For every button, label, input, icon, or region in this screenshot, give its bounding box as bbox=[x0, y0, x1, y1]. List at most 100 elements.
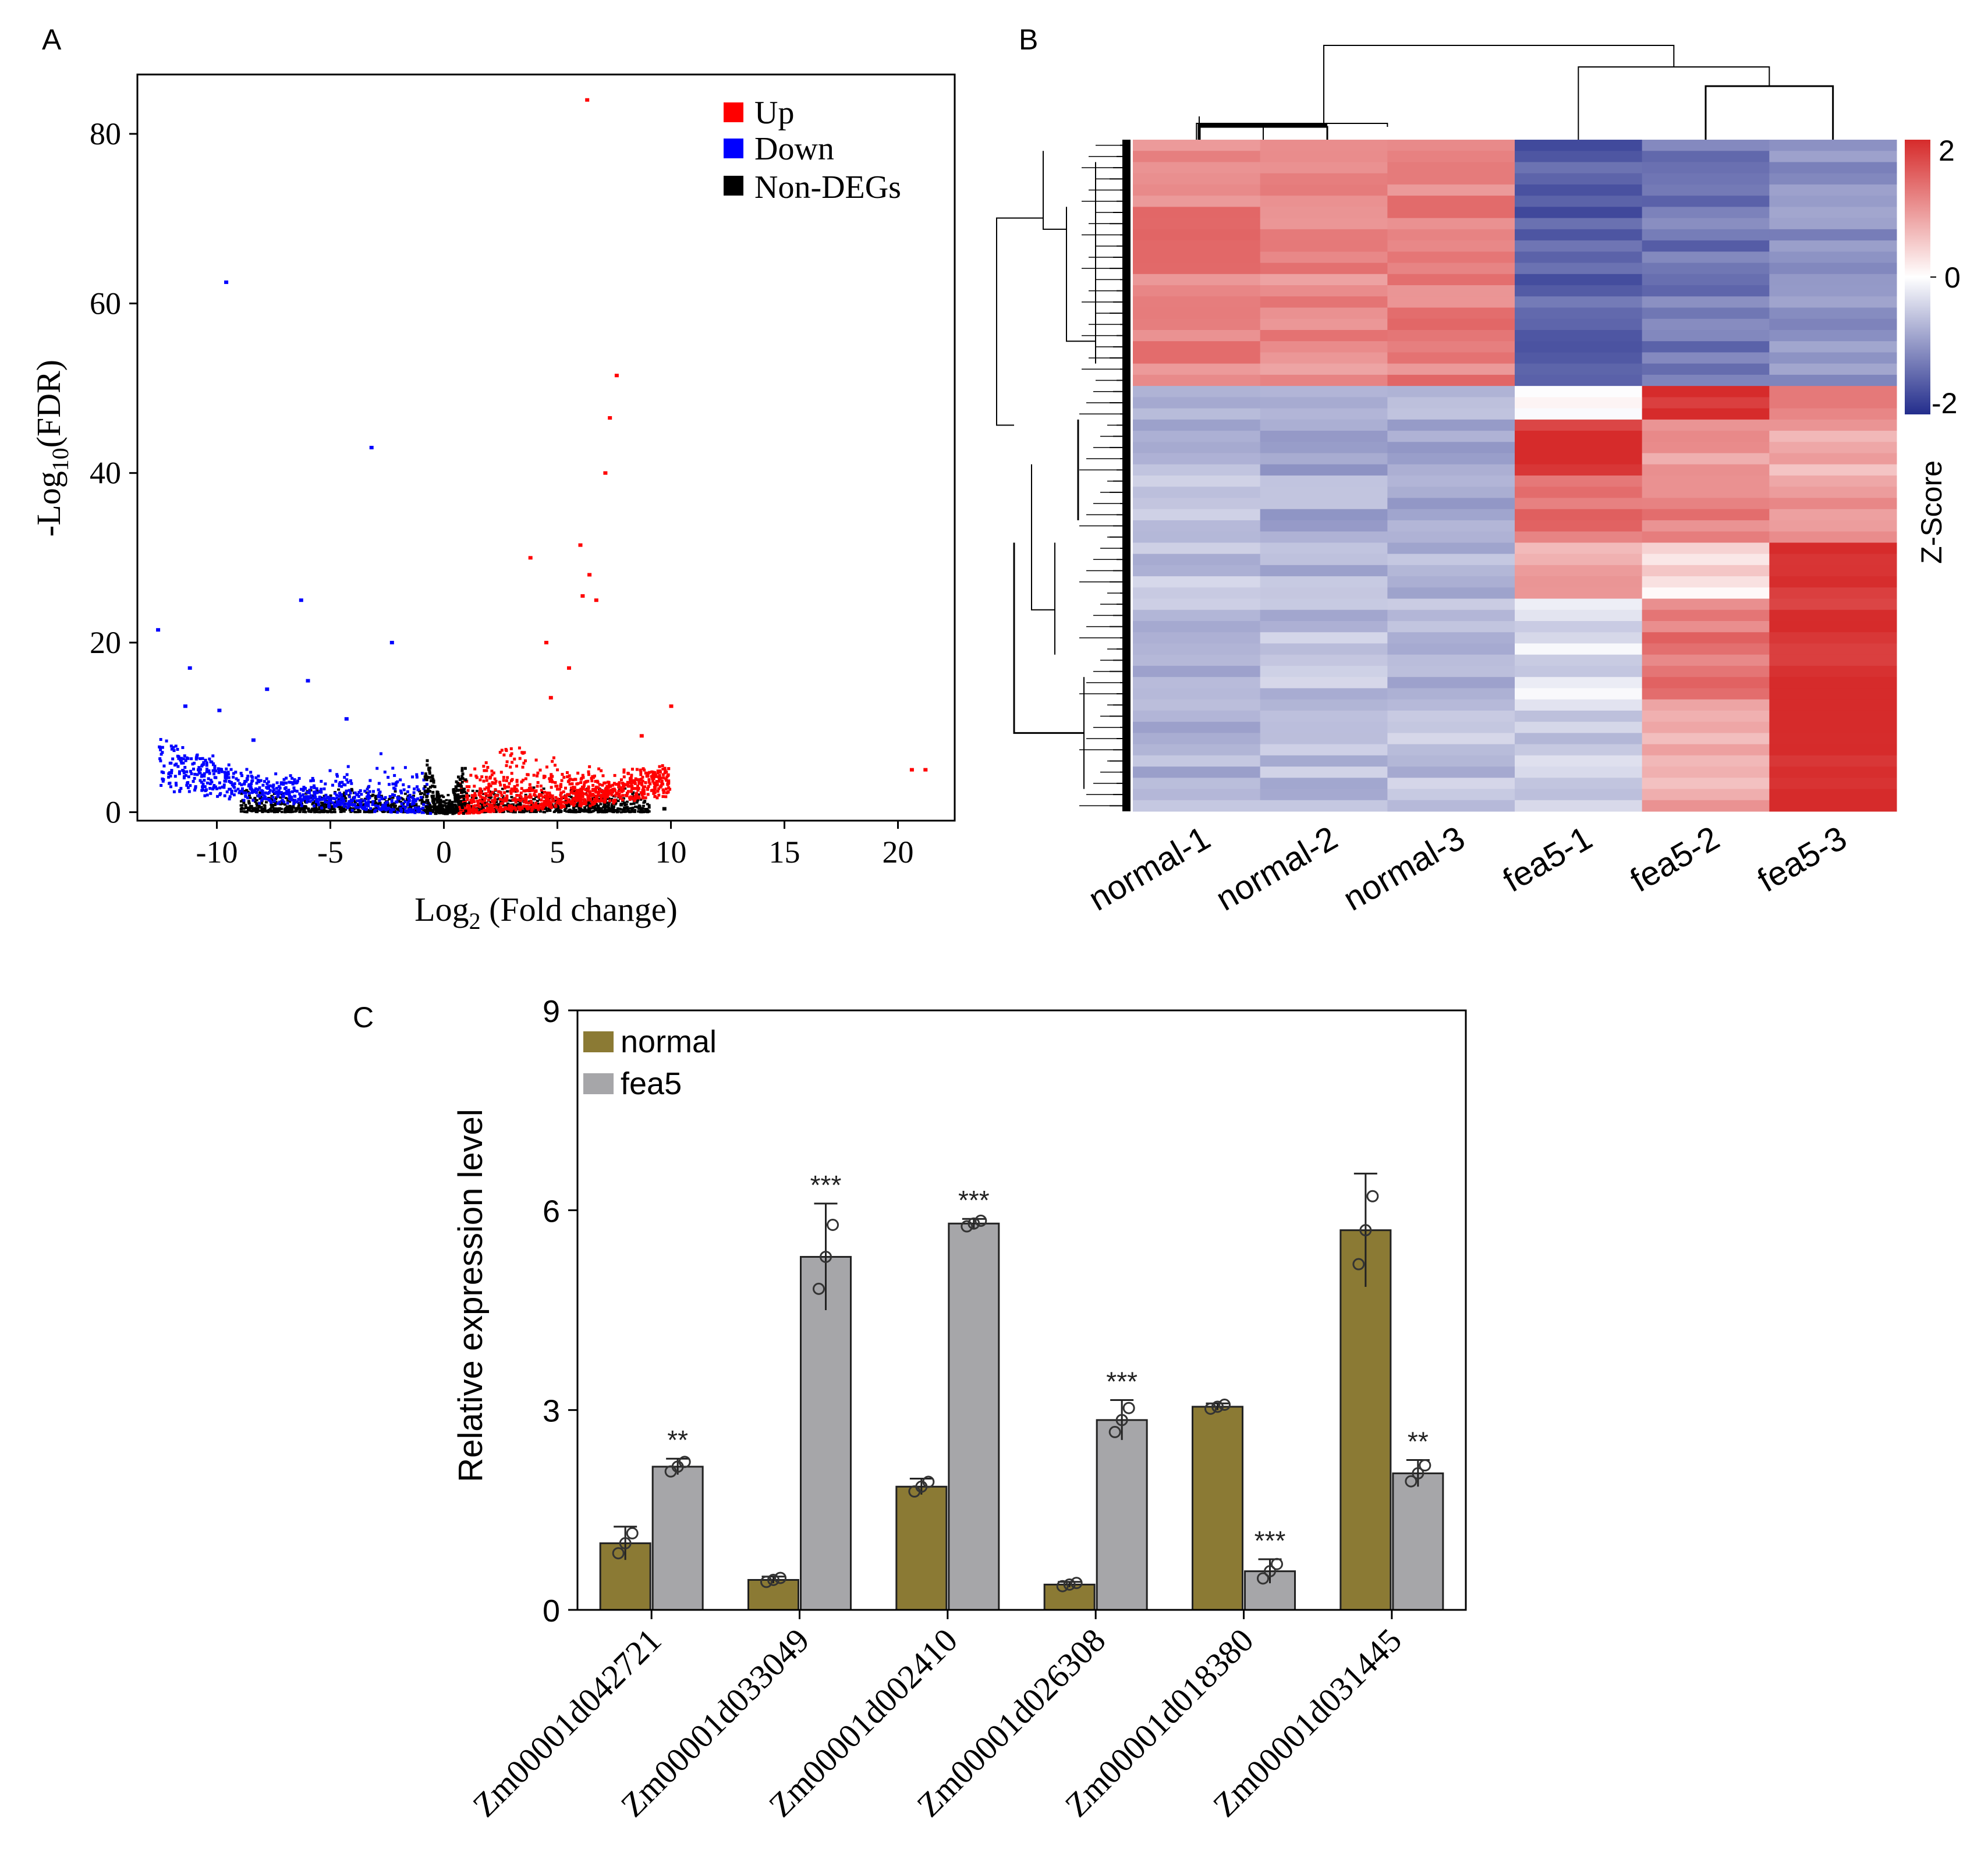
down-point bbox=[240, 787, 244, 790]
legend-swatch-down bbox=[724, 139, 743, 158]
up-point bbox=[502, 776, 505, 779]
up-point bbox=[594, 785, 598, 789]
nondeg-point bbox=[352, 800, 356, 803]
nondeg-point bbox=[403, 792, 407, 795]
down-point bbox=[411, 796, 414, 799]
up-point bbox=[548, 792, 551, 795]
up-point bbox=[607, 783, 611, 786]
down-point bbox=[184, 774, 187, 777]
colorbar-tick-bottom: -2 bbox=[1932, 387, 1957, 420]
nondeg-point bbox=[288, 800, 292, 803]
down-point bbox=[383, 771, 387, 774]
up-point bbox=[519, 792, 523, 795]
heatmap-cell bbox=[1133, 352, 1261, 364]
down-point bbox=[158, 746, 161, 749]
panel-label-b: B bbox=[1019, 23, 1038, 56]
up-point bbox=[482, 779, 486, 783]
bar-fea5 bbox=[651, 1466, 704, 1611]
volcano-point-up bbox=[608, 416, 612, 420]
down-point bbox=[192, 767, 196, 771]
up-point bbox=[492, 801, 496, 805]
heatmap-cell bbox=[1133, 173, 1261, 185]
down-point bbox=[222, 786, 226, 789]
nondeg-point bbox=[464, 809, 467, 813]
down-point bbox=[189, 769, 192, 773]
heatmap-cell bbox=[1133, 274, 1261, 286]
heatmap-cell bbox=[1387, 442, 1515, 454]
nondeg-point bbox=[463, 791, 467, 794]
down-point bbox=[288, 797, 291, 801]
heatmap-cell bbox=[1260, 621, 1388, 633]
up-point bbox=[477, 792, 481, 795]
down-point bbox=[212, 784, 216, 787]
nondeg-point bbox=[455, 810, 458, 814]
up-point bbox=[601, 783, 604, 787]
up-point bbox=[600, 799, 603, 802]
nondeg-point bbox=[279, 796, 282, 799]
nondeg-point bbox=[623, 801, 626, 804]
up-point bbox=[565, 771, 569, 774]
down-point bbox=[328, 769, 332, 772]
up-point bbox=[505, 760, 509, 764]
up-point bbox=[545, 799, 549, 802]
nondeg-point bbox=[406, 799, 409, 801]
heatmap-cell bbox=[1769, 274, 1897, 286]
nondeg-point bbox=[460, 775, 464, 778]
down-point bbox=[371, 803, 374, 806]
up-point bbox=[653, 795, 657, 799]
nondeg-point bbox=[375, 807, 378, 810]
replicate-point bbox=[961, 1220, 973, 1233]
down-point bbox=[345, 789, 348, 793]
up-point bbox=[490, 800, 494, 803]
heatmap-cell bbox=[1642, 218, 1770, 230]
down-point bbox=[212, 772, 215, 776]
nondeg-point bbox=[425, 801, 428, 804]
nondeg-point bbox=[455, 808, 458, 811]
up-point bbox=[665, 779, 668, 782]
replicate-point bbox=[1115, 1414, 1128, 1427]
down-point bbox=[404, 809, 407, 813]
heatmap-cell bbox=[1769, 677, 1897, 689]
up-point bbox=[486, 802, 489, 806]
down-point bbox=[413, 787, 416, 790]
heatmap-cell bbox=[1515, 453, 1643, 465]
volcano-point-up bbox=[544, 641, 548, 645]
up-point bbox=[510, 787, 513, 791]
replicate-point bbox=[1218, 1399, 1231, 1411]
up-point bbox=[562, 790, 565, 793]
up-point bbox=[472, 804, 475, 808]
nondeg-point bbox=[435, 801, 439, 804]
nondeg-point bbox=[557, 809, 560, 812]
heatmap-cell bbox=[1133, 229, 1261, 241]
down-point bbox=[375, 767, 379, 770]
down-point bbox=[161, 779, 165, 783]
up-point bbox=[590, 779, 594, 783]
nondeg-point bbox=[470, 796, 474, 799]
nondeg-point bbox=[298, 807, 302, 810]
down-point bbox=[382, 807, 385, 811]
nondeg-point bbox=[253, 809, 256, 812]
down-point bbox=[179, 787, 183, 790]
down-point bbox=[214, 785, 217, 789]
nondeg-point bbox=[641, 810, 644, 813]
volcano-point-cloud bbox=[158, 738, 672, 815]
down-point bbox=[201, 785, 204, 789]
heatmap-cell bbox=[1260, 307, 1388, 320]
heatmap-cell bbox=[1515, 352, 1643, 364]
down-point bbox=[272, 783, 275, 787]
down-point bbox=[393, 793, 396, 797]
nondeg-point bbox=[397, 800, 401, 803]
nondeg-point bbox=[462, 811, 465, 815]
up-point bbox=[475, 776, 479, 779]
up-point bbox=[624, 793, 628, 797]
heatmap-cell bbox=[1133, 722, 1261, 733]
down-point bbox=[327, 801, 330, 804]
nondeg-point bbox=[431, 796, 435, 800]
heatmap-cell bbox=[1133, 498, 1261, 510]
nondeg-point bbox=[623, 787, 627, 790]
up-point bbox=[601, 790, 604, 793]
nondeg-point bbox=[431, 785, 434, 788]
up-point bbox=[640, 783, 644, 786]
down-point bbox=[182, 757, 185, 761]
nondeg-point bbox=[625, 806, 628, 809]
